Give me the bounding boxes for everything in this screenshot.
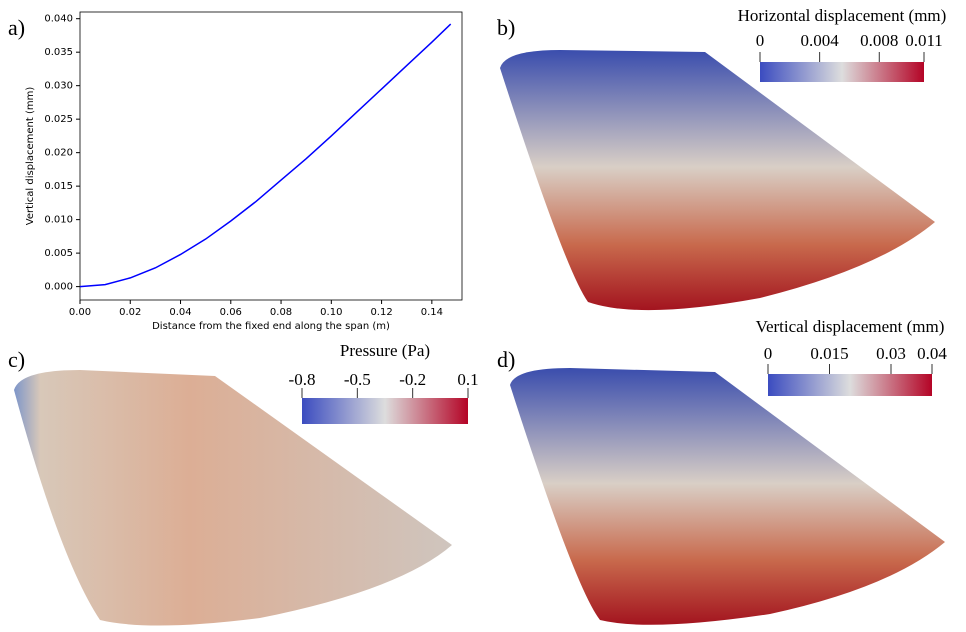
x-tick-label: 0.14: [421, 307, 443, 318]
x-tick-label: 0.04: [169, 307, 191, 318]
x-tick-label: 0.02: [119, 307, 141, 318]
colorbar-tick-label: 0.011: [905, 31, 943, 50]
colorbar-tick-label: 0: [756, 31, 765, 50]
data-line: [79, 23, 452, 288]
y-tick-label: 0.025: [44, 114, 73, 125]
plot-frame: [79, 11, 463, 301]
x-axis-label: Distance from the fixed end along the sp…: [152, 321, 390, 332]
y-axis-label: Vertical displacement (mm): [25, 87, 36, 226]
wing-render: [510, 368, 945, 625]
colorbar-title: Vertical displacement (mm): [756, 317, 945, 336]
x-tick-label: 0.06: [220, 307, 242, 318]
y-tick-label: 0.040: [44, 14, 73, 25]
x-tick-label: 0.10: [320, 307, 342, 318]
x-tick-label: 0.12: [370, 307, 392, 318]
colorbar-tick-label: -0.8: [289, 370, 316, 389]
panel-label: c): [8, 347, 25, 372]
x-tick-label: 0.08: [270, 307, 292, 318]
x-tick-label: 0.00: [69, 307, 91, 318]
y-tick-label: 0.010: [44, 215, 73, 226]
y-tick-label: 0.000: [44, 282, 73, 293]
colorbar: [768, 374, 932, 396]
colorbar-tick-label: -0.5: [344, 370, 371, 389]
colorbar-title: Pressure (Pa): [340, 341, 430, 360]
colorbar: [760, 62, 924, 82]
y-tick-label: 0.030: [44, 81, 73, 92]
y-tick-label: 0.035: [44, 47, 73, 58]
colorbar-tick-label: 0.03: [876, 344, 906, 363]
y-tick-label: 0.005: [44, 248, 73, 259]
wing-render: [500, 50, 935, 311]
panel-label: a): [8, 15, 25, 40]
y-tick-label: 0.020: [44, 148, 73, 159]
wing-render: [14, 370, 452, 626]
colorbar-tick-label: 0.015: [810, 344, 848, 363]
colorbar-title: Horizontal displacement (mm): [738, 6, 947, 25]
colorbar-tick-label: 0.04: [917, 344, 947, 363]
colorbar-tick-label: -0.2: [399, 370, 426, 389]
colorbar-tick-label: 0.1: [457, 370, 478, 389]
colorbar-tick-label: 0: [764, 344, 773, 363]
panel-label: b): [497, 15, 515, 40]
colorbar-tick-label: 0.008: [860, 31, 898, 50]
colorbar-tick-label: 0.004: [801, 31, 840, 50]
colorbar: [302, 398, 468, 424]
y-tick-label: 0.015: [44, 181, 73, 192]
panel-label: d): [497, 347, 515, 372]
